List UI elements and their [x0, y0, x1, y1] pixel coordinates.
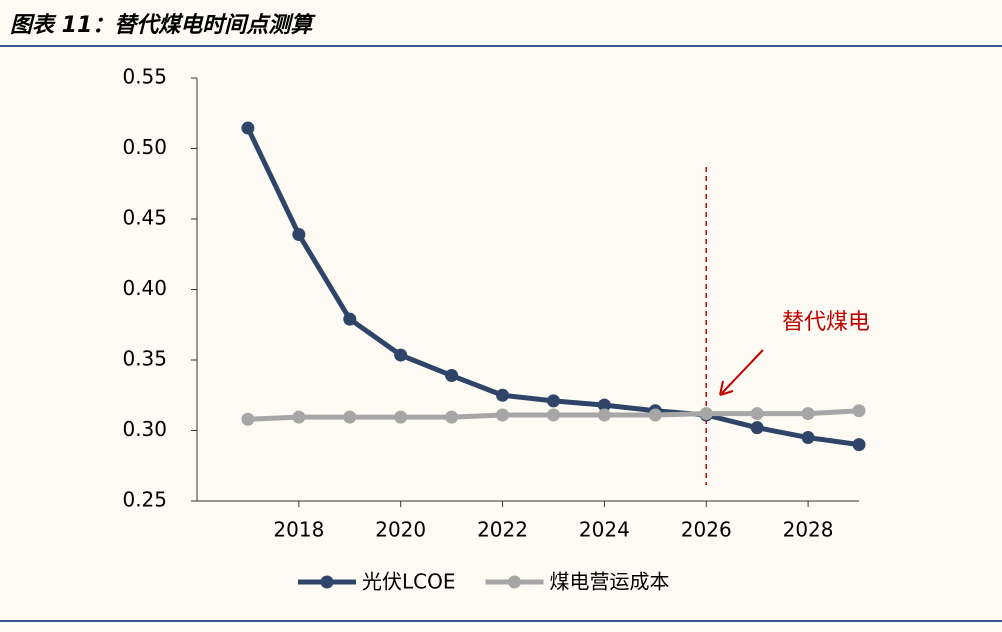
annotation: 替代煤电 [782, 310, 870, 335]
point [750, 407, 764, 421]
point [852, 404, 866, 418]
point [445, 369, 459, 383]
x-tick-label: 2018 [273, 518, 324, 542]
point [292, 228, 306, 242]
point [546, 408, 560, 422]
y-tick-label: 0.25 [122, 488, 167, 512]
legend-label: 光伏LCOE [362, 570, 456, 594]
x-tick-label: 2020 [375, 518, 426, 542]
legend-label: 煤电营运成本 [550, 570, 670, 594]
point [445, 410, 459, 424]
legend-marker [320, 575, 334, 589]
y-tick-label: 0.35 [122, 347, 167, 371]
point [699, 407, 713, 421]
point [597, 398, 611, 412]
point [343, 410, 357, 424]
point [394, 348, 408, 362]
point [496, 408, 510, 422]
point [394, 410, 408, 424]
y-tick-label: 0.45 [122, 206, 167, 230]
point [292, 410, 306, 424]
point [343, 312, 357, 326]
point [241, 412, 255, 426]
point [801, 407, 815, 421]
point [852, 438, 866, 452]
y-tick-label: 0.50 [122, 135, 167, 159]
arrow-shaft [721, 349, 764, 394]
point [801, 431, 815, 445]
x-tick-label: 2024 [579, 518, 630, 542]
x-tick-label: 2026 [681, 518, 732, 542]
point [546, 394, 560, 408]
point [648, 408, 662, 422]
point [496, 388, 510, 402]
x-tick-label: 2022 [477, 518, 528, 542]
y-tick-label: 0.40 [122, 276, 167, 300]
y-tick-label: 0.30 [122, 417, 167, 441]
legend-marker [508, 575, 521, 589]
chart-title: 图表 11：替代煤电时间点测算 [10, 12, 316, 38]
y-tick-label: 0.55 [122, 65, 167, 89]
point [241, 121, 255, 135]
arrow-head [719, 380, 734, 396]
x-tick-label: 2028 [783, 518, 834, 542]
point [750, 421, 764, 435]
point [597, 408, 611, 422]
